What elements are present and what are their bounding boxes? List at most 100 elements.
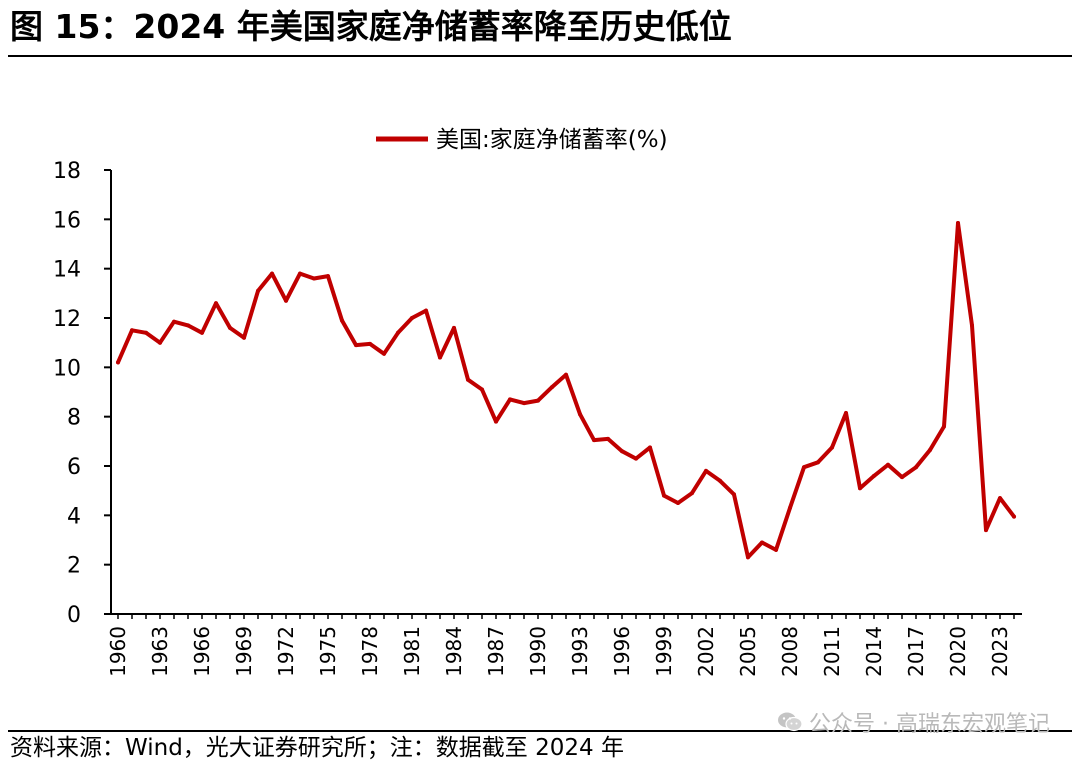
data-point	[368, 341, 372, 346]
data-point	[648, 445, 652, 450]
x-axis: 1960 1963 1966 1969 1972 1975 1978 1981 1984 1987…	[106, 613, 1022, 677]
wechat-icon	[778, 712, 803, 732]
data-point	[522, 401, 526, 406]
data-point	[746, 555, 750, 560]
x-tick-label: 2014	[862, 626, 886, 677]
data-point	[984, 528, 988, 533]
series-layer	[116, 221, 1016, 560]
x-tick-label: 2002	[694, 626, 718, 677]
x-tick-label: 1996	[610, 626, 634, 677]
x-tick-label: 1969	[232, 626, 256, 677]
data-point	[172, 319, 176, 324]
data-point	[620, 449, 624, 454]
data-point	[928, 448, 932, 452]
data-point	[326, 274, 330, 279]
y-tick-label: 0	[67, 603, 81, 628]
x-tick-label: 1999	[652, 626, 676, 677]
data-point	[830, 445, 834, 450]
x-tick-label: 2011	[820, 626, 844, 677]
data-point	[508, 397, 512, 402]
data-point	[284, 298, 288, 303]
data-point	[606, 436, 610, 441]
data-point	[872, 473, 876, 478]
x-tick-label: 2020	[946, 626, 970, 677]
data-point	[186, 323, 190, 328]
y-tick-label: 4	[67, 504, 81, 529]
x-tick-label: 1966	[190, 626, 214, 677]
x-tick-label: 2017	[904, 626, 928, 677]
legend-label: 美国:家庭净储蓄率(%)	[436, 127, 668, 153]
data-point	[816, 460, 820, 465]
data-point	[676, 501, 680, 505]
data-point	[704, 468, 708, 473]
data-point	[536, 398, 540, 403]
watermark-text: 公众号 · 高瑞东宏观笔记	[809, 712, 1050, 737]
data-point	[914, 465, 918, 470]
footer-divider	[8, 730, 1072, 732]
y-tick-label: 10	[53, 356, 81, 381]
y-axis: 0 2 4 6 8 10 12 14 16 18	[53, 159, 112, 628]
data-point	[410, 316, 414, 320]
data-point	[256, 288, 260, 293]
data-point	[438, 355, 442, 360]
data-point	[578, 412, 582, 417]
figure-title: 图 15：2024 年美国家庭净储蓄率降至历史低位	[10, 7, 732, 46]
watermark: 公众号 · 高瑞东宏观笔记	[777, 706, 1050, 738]
title-divider	[8, 55, 1072, 57]
data-point	[480, 387, 484, 392]
data-point	[690, 491, 694, 496]
data-point	[564, 372, 568, 377]
data-point	[634, 456, 638, 461]
data-point	[732, 492, 736, 497]
data-point	[550, 385, 554, 390]
data-point	[354, 343, 358, 348]
data-point	[312, 276, 316, 281]
data-point	[382, 351, 386, 356]
data-point	[158, 340, 162, 345]
series-line	[116, 221, 1016, 560]
data-point	[298, 271, 302, 276]
data-point	[774, 547, 778, 552]
data-point	[214, 301, 218, 306]
x-tick-label: 1972	[274, 626, 298, 677]
y-tick-label: 14	[53, 258, 81, 283]
data-point	[144, 330, 148, 335]
x-tick-label: 2008	[778, 626, 802, 677]
x-tick-label: 1963	[148, 626, 172, 677]
data-point	[718, 478, 722, 483]
x-tick-label: 2023	[988, 626, 1012, 677]
x-tick-label: 1960	[106, 626, 130, 677]
x-tick-label: 1987	[484, 626, 508, 677]
data-point	[886, 462, 890, 467]
data-point	[802, 465, 806, 470]
x-tick-label: 1984	[442, 626, 466, 677]
x-tick-label: 1990	[526, 626, 550, 677]
data-point	[858, 486, 862, 491]
x-tick-label: 1981	[400, 626, 424, 677]
data-point	[396, 330, 400, 335]
data-point	[228, 325, 232, 330]
data-point	[592, 438, 596, 443]
data-point	[424, 308, 428, 313]
y-tick-label: 8	[67, 406, 81, 431]
data-point	[788, 505, 792, 510]
y-tick-label: 6	[67, 455, 81, 480]
data-point	[200, 330, 204, 335]
x-tick-label: 1978	[358, 626, 382, 677]
data-point	[1012, 514, 1016, 519]
y-tick-label: 16	[53, 208, 81, 233]
data-point	[270, 271, 274, 276]
data-point	[970, 323, 974, 328]
data-point	[956, 221, 960, 225]
data-point	[340, 318, 344, 323]
y-tick-label: 18	[53, 159, 81, 184]
data-point	[130, 328, 134, 333]
source-note: 资料来源：Wind，光大证券研究所；注：数据截至 2024 年	[10, 735, 624, 761]
legend: 美国:家庭净储蓄率(%)	[376, 127, 668, 153]
data-point	[452, 325, 456, 330]
data-point	[116, 360, 120, 365]
data-point	[662, 493, 666, 498]
data-point	[242, 335, 246, 340]
data-point	[998, 496, 1002, 501]
